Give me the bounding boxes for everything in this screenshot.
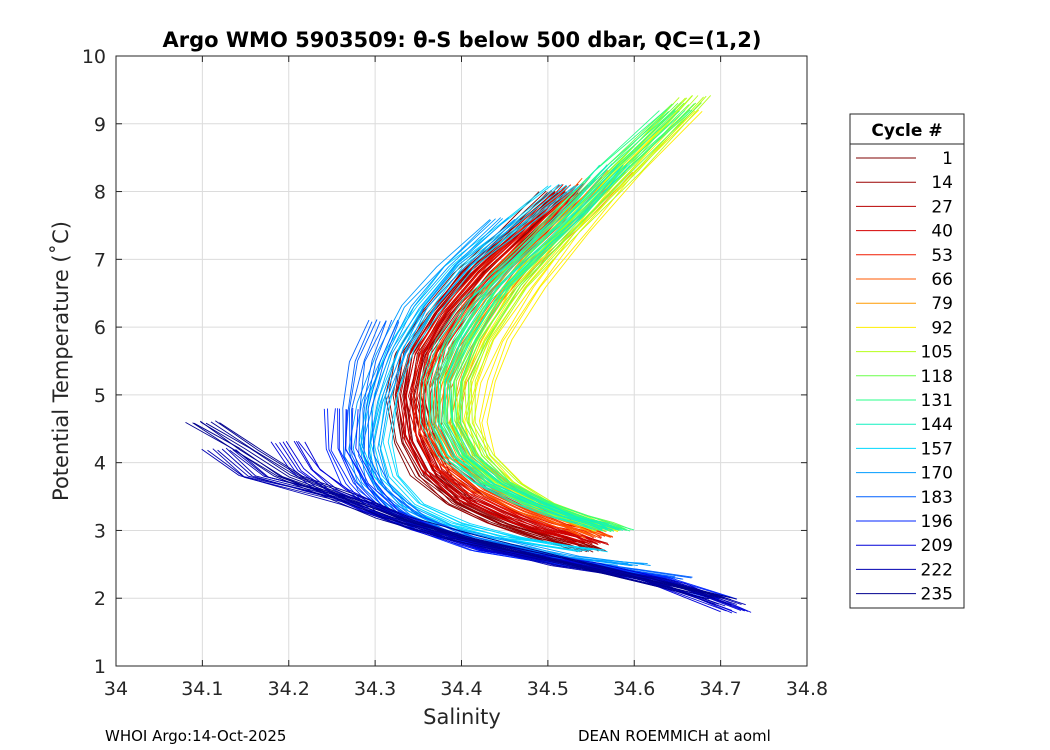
series-line-cycle-235 [205,422,724,599]
legend-label: 105 [921,343,953,363]
legend-label: 66 [931,270,953,290]
series-line-cycle-183 [371,321,693,578]
series-line-cycle-131 [459,109,693,531]
series-line-cycle-40 [408,185,582,544]
legend: Cycle # 1 14 27 40 53 66 79 92 105 118 131 144 157 17… [849,113,965,609]
y-tick-label: 9 [94,114,106,136]
legend-label: 144 [921,415,953,435]
y-axis-label: Potential Temperature (˚C) [49,221,73,501]
series-line-cycle-131 [438,108,676,533]
y-tick-label: 1 [94,656,106,678]
legend-label: 14 [931,173,953,193]
legend-label: 79 [931,294,953,314]
y-tick-label: 2 [94,588,106,610]
y-tick-label: 3 [94,520,106,542]
y-tick-label: 5 [94,385,106,407]
x-axis-label: Salinity [423,705,501,729]
series-line-cycle-170 [377,217,648,565]
series-line-cycle-14 [394,191,578,553]
legend-box [849,113,965,609]
legend-label: 27 [931,197,953,217]
legend-label: 131 [921,391,953,411]
y-tick-label: 10 [82,46,106,68]
series-line-cycle-170 [372,218,645,565]
y-tick-label: 4 [94,453,106,475]
series-line-cycle-235 [219,422,737,600]
series-line-cycle-157 [387,184,606,551]
x-tick-label: 34.4 [440,678,482,700]
y-tick-label: 7 [94,249,106,271]
legend-label: 235 [921,585,953,605]
x-tick-label: 34.8 [786,678,828,700]
series-line-cycle-235 [210,421,731,598]
legend-label: 183 [921,488,953,508]
legend-label: 92 [931,318,953,338]
series-line-cycle-40 [405,184,579,545]
series-line-cycle-1 [385,191,576,552]
series-line-cycle-53 [422,183,595,539]
footer-right: DEAN ROEMMICH at aoml [578,727,771,745]
legend-label: 157 [921,439,953,459]
series-line-cycle-105 [474,95,712,530]
series-line-cycle-157 [378,185,593,551]
legend-label: 170 [921,464,953,484]
x-tick-label: 34.3 [354,678,396,700]
series-line-cycle-66 [418,177,586,538]
x-tick-label: 34.5 [527,678,569,700]
x-tick-label: 34.6 [613,678,655,700]
series-line-cycle-235 [192,422,710,600]
legend-label: 40 [931,222,953,242]
x-tick-label: 34.2 [268,678,310,700]
series-line-cycle-40 [419,183,593,545]
series-line-cycle-53 [412,184,587,537]
series-line-cycle-235 [199,420,715,599]
series-line-cycle-144 [430,163,613,531]
footer-left: WHOI Argo:14-Oct-2025 [105,727,286,745]
legend-label: 196 [921,512,953,532]
legend-label: 118 [921,367,953,387]
chart-title: Argo WMO 5903509: θ-S below 500 dbar, QC… [163,28,762,52]
series-line-cycle-144 [419,164,600,530]
legend-label: 222 [921,560,953,580]
series-line-cycle-14 [412,191,596,551]
x-tick-label: 34.7 [699,678,741,700]
series-line-cycle-170 [379,219,651,566]
y-tick-label: 6 [94,317,106,339]
x-tick-label: 34.1 [181,678,223,700]
series-line-cycle-157 [391,183,608,553]
legend-label: 209 [921,536,953,556]
series-line-cycle-235 [215,420,732,600]
legend-label: 53 [931,246,953,266]
series-lines [185,95,752,614]
legend-title: Cycle # [871,121,942,141]
series-line-cycle-27 [395,190,575,545]
series-line-cycle-144 [422,165,608,531]
series-line-cycle-131 [446,110,680,531]
legend-label: 1 [942,149,953,169]
y-tick-label: 8 [94,182,106,204]
series-line-cycle-144 [448,165,631,531]
series-line-cycle-40 [415,185,589,544]
x-tick-label: 34 [104,678,128,700]
series-line-cycle-144 [434,162,620,531]
series-line-cycle-144 [428,164,608,530]
series-line-cycle-14 [420,192,603,551]
ticks: 34 34.1 34.2 34.3 34.4 34.5 34.6 34.7 34.8123456… [82,46,828,700]
